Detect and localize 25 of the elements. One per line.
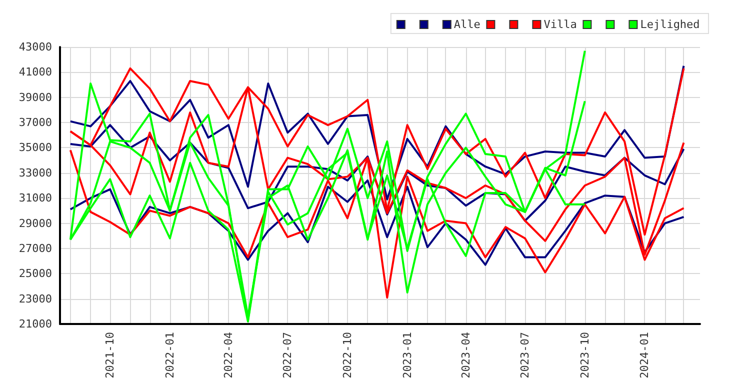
y-tick-label: 21000 xyxy=(18,318,52,330)
y-tick-label: 23000 xyxy=(18,292,52,306)
x-tick-label: 2024-01 xyxy=(638,332,652,378)
y-tick-label: 35000 xyxy=(18,141,52,154)
y-tick-label: 39000 xyxy=(18,90,52,104)
x-tick-label: 2022-10 xyxy=(340,332,354,378)
y-tick-label: 27000 xyxy=(18,242,52,255)
x-tick-label: 2022-04 xyxy=(222,332,235,378)
x-tick-label: 2021-10 xyxy=(104,332,117,378)
x-tick-label: 2023-04 xyxy=(459,332,472,378)
y-tick-label: 29000 xyxy=(18,216,52,230)
y-tick-label: 31000 xyxy=(18,192,52,205)
y-tick-label: 43000 xyxy=(18,40,52,54)
x-tick-label: 2022-07 xyxy=(281,332,294,378)
x-tick-label: 2022-01 xyxy=(163,332,176,378)
x-tick-label: 2023-10 xyxy=(578,332,592,378)
y-tick-label: 33000 xyxy=(18,166,52,180)
y-tick-label: 37000 xyxy=(18,116,52,130)
legend-label: Lejlighed xyxy=(640,18,700,31)
y-tick-label: 41000 xyxy=(18,66,52,79)
y-tick-label: 25000 xyxy=(18,267,52,280)
x-tick-label: 2023-01 xyxy=(400,332,414,378)
legend-label: Alle xyxy=(454,18,480,31)
x-tick-label: 2023-07 xyxy=(518,332,532,378)
legend-label: Villa xyxy=(544,18,577,31)
